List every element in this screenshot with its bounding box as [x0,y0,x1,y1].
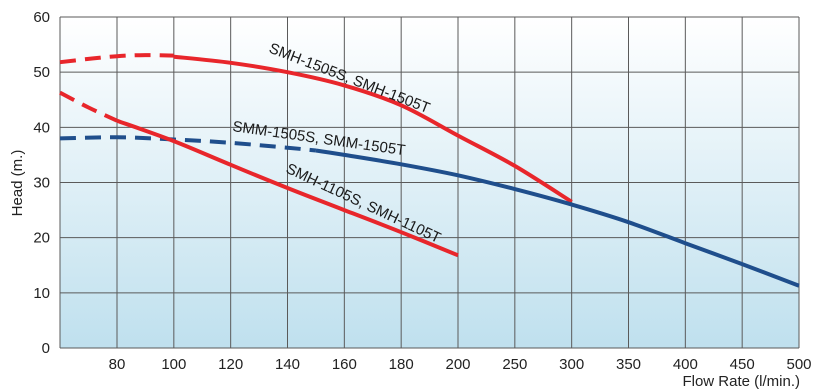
y-tick-label: 10 [33,285,50,302]
x-tick-label: 250 [502,356,527,373]
y-tick-label: 60 [33,9,50,26]
grid [59,16,800,349]
x-tick-label: 120 [218,356,243,373]
series-smh-1105-line [116,118,459,258]
y-axis-title: Head (m.) [9,150,26,217]
y-tick-label: 0 [42,340,50,357]
x-tick-label: 80 [109,356,126,373]
series-smm-1505-line [315,148,800,288]
x-tick-label: 500 [786,356,811,373]
x-tick-label: 100 [161,356,186,373]
y-tick-label: 30 [33,175,50,192]
series-smh-1105-dashed [59,90,118,123]
y-tick-label: 50 [33,64,50,81]
x-axis-title: Flow Rate (l/min.) [682,373,800,390]
x-tick-label: 180 [389,356,414,373]
series-smh-1505-dashed [59,53,174,65]
x-tick-label: 300 [559,356,584,373]
series-smh-1505-line [173,54,573,204]
y-tick-label: 20 [33,230,50,247]
x-tick-label: 400 [673,356,698,373]
series-smm-1505-dashed [59,135,317,153]
series-layer [59,53,800,288]
x-tick-label: 450 [730,356,755,373]
x-tick-label: 140 [275,356,300,373]
tick-labels: 0 10 20 30 40 50 60 80 100 120 140 160 180 200 250 300 3… [33,9,811,373]
x-tick-label: 350 [616,356,641,373]
x-tick-label: 160 [332,356,357,373]
x-tick-label: 200 [445,356,470,373]
y-tick-label: 40 [33,119,50,136]
